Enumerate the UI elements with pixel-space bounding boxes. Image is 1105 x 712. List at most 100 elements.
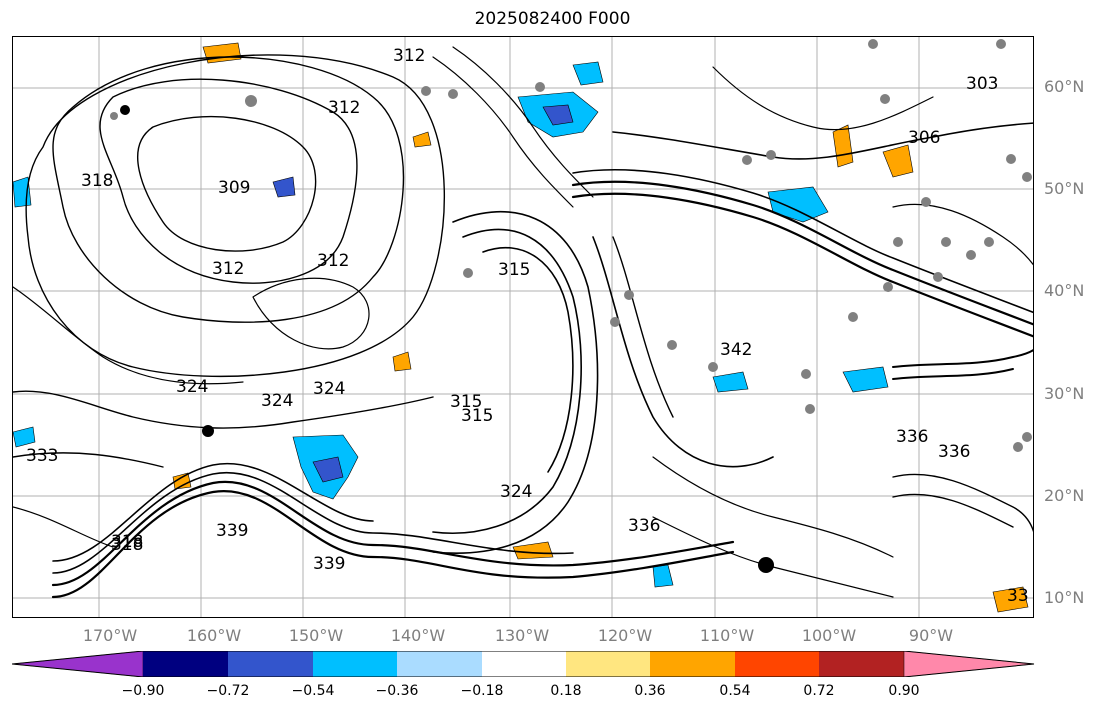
contour-label: 324 [261, 391, 293, 411]
graticule [13, 37, 1033, 617]
contour-line [612, 122, 1033, 160]
station-marker [941, 237, 951, 247]
lon-label-160w: 160°W [186, 626, 242, 645]
contour-line [572, 168, 1033, 314]
anomaly-patch [882, 144, 914, 178]
contour-label: 318 [111, 532, 143, 552]
station-markers [110, 39, 1032, 452]
colorbar-tick-label: −0.18 [460, 683, 504, 699]
contour-line [452, 46, 594, 198]
contour-label: 324 [313, 379, 345, 399]
contour-label: 333 [26, 446, 58, 466]
colorbar-segment-4 [397, 651, 482, 677]
colorbar-segment-1 [143, 651, 228, 677]
colorbar-segment-7 [650, 651, 735, 677]
colorbar-segment-9 [819, 651, 904, 677]
contour-label: 336 [628, 516, 660, 536]
colorbar-tick-label: −0.36 [375, 683, 419, 699]
contour-label: 339 [216, 521, 248, 541]
contour-label: 312 [317, 251, 349, 271]
station-marker [966, 250, 976, 260]
anomaly-patch [13, 426, 36, 448]
contour-line [13, 390, 434, 429]
colorbar-outline [12, 651, 1035, 677]
contour-labels: 318 318 312 312 312 324 324 324 315 315 … [26, 46, 1029, 606]
lat-label-50n: 50°N [1044, 179, 1085, 198]
anomaly-patch [842, 366, 889, 393]
contour-label: 315 [450, 392, 482, 412]
contour-label: 315 [461, 406, 493, 426]
station-marker [708, 362, 718, 372]
contour-label: 306 [908, 128, 940, 148]
contour-line [592, 236, 774, 468]
colorbar-segment-0 [12, 651, 144, 677]
colorbar-segment-10 [903, 651, 1035, 677]
contour-line [52, 56, 405, 323]
contour-label: 315 [498, 260, 530, 280]
lat-label-30n: 30°N [1044, 384, 1085, 403]
contour-label: 336 [938, 442, 970, 462]
station-marker [624, 290, 634, 300]
contour-line [612, 236, 674, 418]
anomaly-patch [172, 472, 192, 490]
station-marker [535, 82, 545, 92]
lat-label-10n: 10°N [1044, 588, 1085, 607]
contour-label: 33 [1007, 586, 1029, 606]
anomaly-patch [542, 104, 574, 126]
contour-line [137, 115, 317, 252]
station-marker [766, 150, 776, 160]
contour-line [13, 452, 164, 468]
colorbar-tick-label: 0.36 [634, 683, 666, 699]
contour-label: 324 [500, 482, 532, 502]
anomaly-patch [712, 371, 749, 393]
anomaly-patch [832, 124, 854, 168]
contour-line [712, 66, 934, 131]
contour-label: 309 [218, 178, 250, 198]
station-marker [1006, 154, 1016, 164]
station-marker [880, 94, 890, 104]
map-title: 2025082400 F000 [474, 9, 631, 29]
map-panel: 318 318 312 312 312 324 324 324 315 315 … [12, 36, 1034, 618]
station-marker [996, 39, 1006, 49]
colorbar-tick-label: 0.72 [803, 683, 835, 699]
contour-line [25, 54, 445, 377]
station-marker [893, 237, 903, 247]
lon-label-130w: 130°W [494, 626, 550, 645]
station-marker-black [758, 557, 774, 573]
station-marker [667, 340, 677, 350]
contour-line [13, 506, 114, 548]
anomaly-patch [392, 351, 412, 372]
anomaly-patch [652, 564, 674, 588]
contour-line [252, 277, 370, 350]
contour-line [432, 210, 599, 554]
colorbar-tick-label: 0.90 [888, 683, 920, 699]
contour-line [571, 180, 1033, 326]
station-marker [868, 39, 878, 49]
theta-contours [13, 46, 1033, 599]
contour-line [652, 456, 894, 558]
contour-line [51, 480, 735, 587]
station-marker [1022, 432, 1032, 442]
contour-line [52, 462, 374, 562]
station-marker [110, 112, 118, 120]
contour-line [432, 228, 582, 534]
shaded-anomalies [13, 42, 1029, 613]
colorbar-segment-5 [482, 651, 566, 677]
anomaly-patch [202, 42, 242, 64]
contour-line [432, 56, 574, 208]
contour-line [892, 349, 1033, 368]
lon-label-170w: 170°W [82, 626, 138, 645]
contour-label: 312 [212, 259, 244, 279]
station-marker [1022, 172, 1032, 182]
colorbar-segment-6 [566, 651, 650, 677]
contour-label: 342 [720, 340, 752, 360]
contour-line [52, 471, 574, 574]
colorbar-tick-label: 0.18 [550, 683, 582, 699]
anomaly-patch [992, 586, 1029, 613]
station-marker [848, 312, 858, 322]
contour-label: 339 [313, 554, 345, 574]
station-marker [742, 155, 752, 165]
anomaly-patch [312, 456, 344, 483]
station-marker [933, 272, 943, 282]
station-marker [984, 237, 994, 247]
